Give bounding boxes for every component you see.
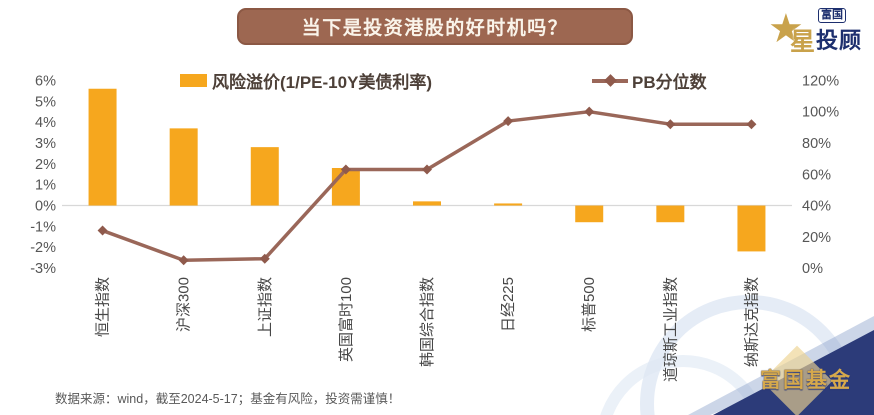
pb-percentile-marker <box>340 164 351 175</box>
bar-swatch-icon <box>180 74 207 87</box>
left-axis-tick: 1% <box>35 178 56 194</box>
risk-premium-bar <box>656 205 685 223</box>
left-axis-tick: 4% <box>35 115 56 131</box>
left-axis-tick: 5% <box>35 94 56 110</box>
right-axis-tick: 60% <box>802 167 831 183</box>
x-axis-label: 沪深300 <box>176 277 193 332</box>
right-axis-tick: 100% <box>802 105 839 121</box>
legend-item-pb-percentile: PB分位数 <box>592 68 707 93</box>
brand-logo: ★ 星 富国 投顾 <box>768 5 868 56</box>
page-title: 当下是投资港股的好时机吗？ <box>237 8 633 45</box>
legend-item-risk-premium: 风险溢价(1/PE-10Y美债利率) <box>180 68 432 93</box>
brand-rest-label: 投顾 <box>816 28 863 53</box>
risk-premium-bar <box>169 128 198 206</box>
pb-percentile-marker <box>503 116 514 127</box>
left-axis-tick: 0% <box>35 199 56 215</box>
brand-star-char: 星 <box>790 28 816 56</box>
pb-percentile-marker <box>97 225 108 236</box>
x-axis-label: 韩国综合指数 <box>419 277 436 367</box>
right-axis-tick: 0% <box>802 261 823 277</box>
x-axis-label: 恒生指数 <box>95 277 112 337</box>
footer-disclaimer: 数据来源：wind，截至2024-5-17；基金有风险，投资需谨慎！ <box>55 392 401 406</box>
x-axis-label: 英国富时100 <box>337 277 355 362</box>
x-axis-label: 纳斯达克指数 <box>743 277 760 367</box>
line-swatch-icon <box>592 74 628 87</box>
right-axis-tick: 40% <box>802 199 831 215</box>
pb-percentile-marker <box>259 253 270 264</box>
left-axis-tick: 2% <box>35 157 56 173</box>
watermark-brand-text: 富国基金 <box>760 369 852 392</box>
left-axis-tick: -1% <box>30 219 56 235</box>
left-axis-tick: 6% <box>35 73 56 89</box>
risk-premium-bar <box>88 88 117 206</box>
x-axis-label: 上证指数 <box>257 277 274 337</box>
risk-premium-bar <box>494 203 523 206</box>
legend-label-risk-premium: 风险溢价(1/PE-10Y美债利率) <box>212 73 433 92</box>
star-icon: ★ <box>768 7 804 51</box>
right-axis-tick: 20% <box>802 230 831 246</box>
pb-percentile-marker <box>746 119 757 130</box>
risk-premium-bar <box>250 147 279 206</box>
right-axis-tick: 80% <box>802 136 831 152</box>
pb-percentile-marker <box>665 119 676 130</box>
left-axis-tick: -3% <box>30 261 56 277</box>
x-axis-label: 标普500 <box>581 277 598 332</box>
x-axis-label: 日经225 <box>500 277 517 332</box>
risk-premium-bar <box>413 201 441 206</box>
pb-percentile-marker <box>422 164 432 175</box>
left-axis-tick: -2% <box>30 240 56 256</box>
x-axis-label: 道琼斯工业指数 <box>662 277 679 382</box>
right-axis-tick: 120% <box>802 73 839 89</box>
left-axis-tick: 3% <box>35 136 56 152</box>
pb-percentile-marker <box>178 255 189 266</box>
risk-premium-bar <box>737 205 766 252</box>
pb-percentile-line <box>101 109 752 263</box>
pb-percentile-marker <box>584 106 595 117</box>
brand-small-label: 富国 <box>818 8 846 23</box>
risk-premium-bar <box>575 205 604 223</box>
legend-label-pb-percentile: PB分位数 <box>632 73 707 92</box>
combo-chart: 6% 5% 4% 3% 2% 1% 0% -1% -2% -3% 120% 100% 80% 60% 40%… <box>30 73 839 382</box>
